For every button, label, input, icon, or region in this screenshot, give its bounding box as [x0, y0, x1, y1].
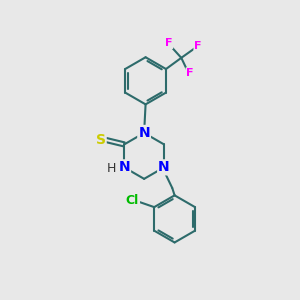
Text: N: N — [158, 160, 170, 174]
Text: N: N — [138, 126, 150, 140]
Text: S: S — [96, 133, 106, 147]
Text: H: H — [107, 162, 116, 175]
Text: F: F — [186, 68, 194, 78]
Text: F: F — [194, 41, 202, 51]
Text: Cl: Cl — [126, 194, 139, 207]
Text: N: N — [118, 160, 130, 174]
Text: F: F — [165, 38, 172, 48]
